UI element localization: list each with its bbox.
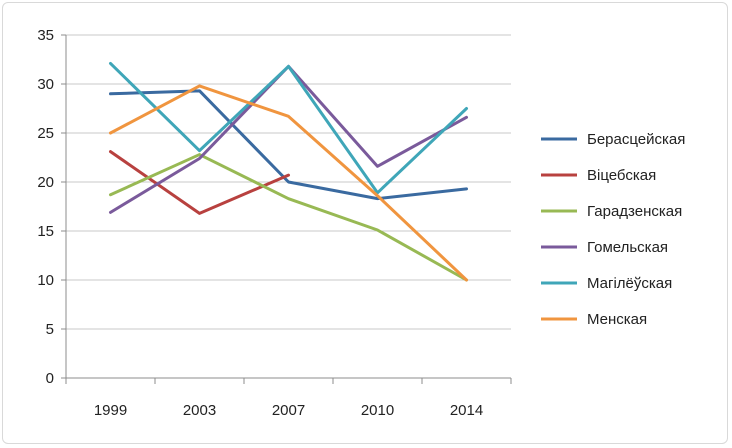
legend-label: Магілёўская	[587, 275, 672, 292]
x-tick-label: 1999	[94, 402, 127, 419]
y-tick-label: 15	[37, 223, 54, 240]
y-tick-label: 0	[46, 370, 54, 387]
x-tick-label: 2014	[450, 402, 483, 419]
legend-label: Берасцейская	[587, 131, 685, 148]
y-tick-label: 5	[46, 321, 54, 338]
series-line-1	[109, 150, 290, 215]
series-lines	[109, 61, 468, 282]
y-tick-label: 25	[37, 125, 54, 142]
y-tick-label: 35	[37, 27, 54, 44]
x-tick-label: 2010	[361, 402, 394, 419]
legend-label: Гомельская	[587, 239, 668, 256]
series-line-5	[109, 84, 468, 282]
y-tick-label: 30	[37, 76, 54, 93]
y-tick-label: 10	[37, 272, 54, 289]
series-line-4	[109, 61, 468, 195]
y-tick-label: 20	[37, 174, 54, 191]
legend-label: Менская	[587, 311, 647, 328]
x-tick-label: 2007	[272, 402, 305, 419]
y-tick-labels: 0 5 10 15 20 25 30 35	[37, 27, 54, 387]
axes	[61, 34, 512, 384]
gridlines	[66, 34, 511, 330]
x-tick-label: 2003	[183, 402, 216, 419]
legend-label: Гарадзенская	[587, 203, 682, 220]
x-tick-labels: 1999 2003 2007 2010 2014	[94, 402, 483, 419]
legend-label: Віцебская	[587, 167, 656, 184]
series-line-2	[109, 153, 468, 282]
legend: Берасцейская Віцебская Гарадзенская Гомельс…	[541, 131, 685, 328]
series-line-0	[109, 89, 468, 201]
